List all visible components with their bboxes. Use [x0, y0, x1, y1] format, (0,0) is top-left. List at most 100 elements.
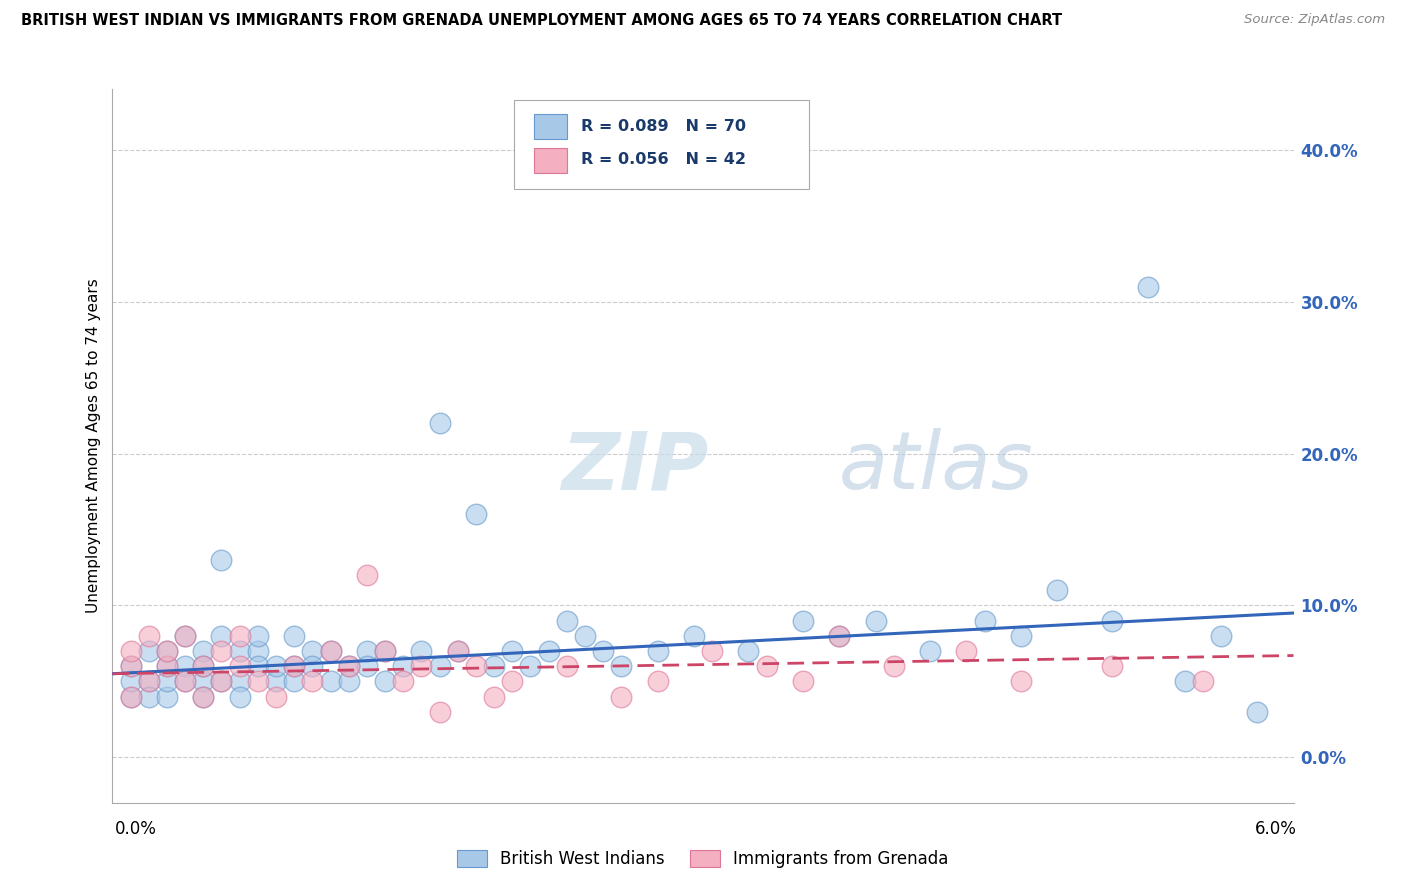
- Y-axis label: Unemployment Among Ages 65 to 74 years: Unemployment Among Ages 65 to 74 years: [86, 278, 101, 614]
- Point: [1101, 614, 1123, 628]
- Point: [700, 644, 723, 658]
- Point: [501, 674, 523, 689]
- Point: [138, 690, 160, 704]
- Legend: British West Indians, Immigrants from Grenada: British West Indians, Immigrants from Gr…: [450, 843, 956, 875]
- Point: [356, 659, 378, 673]
- Point: [1191, 674, 1213, 689]
- Point: [828, 629, 851, 643]
- Point: [356, 644, 378, 658]
- Point: [120, 659, 142, 673]
- Point: [374, 674, 396, 689]
- Point: [120, 690, 142, 704]
- Point: [283, 674, 305, 689]
- Point: [193, 690, 215, 704]
- Point: [193, 659, 215, 673]
- Text: R = 0.089   N = 70: R = 0.089 N = 70: [581, 119, 747, 134]
- Point: [246, 659, 269, 673]
- Point: [1173, 674, 1195, 689]
- Point: [574, 629, 596, 643]
- Point: [737, 644, 759, 658]
- Point: [156, 674, 179, 689]
- Point: [174, 674, 197, 689]
- Point: [1209, 629, 1232, 643]
- Text: BRITISH WEST INDIAN VS IMMIGRANTS FROM GRENADA UNEMPLOYMENT AMONG AGES 65 TO 74 : BRITISH WEST INDIAN VS IMMIGRANTS FROM G…: [21, 13, 1062, 29]
- Point: [283, 659, 305, 673]
- Point: [120, 674, 142, 689]
- Point: [174, 659, 197, 673]
- Point: [246, 674, 269, 689]
- FancyBboxPatch shape: [534, 148, 567, 173]
- Point: [537, 644, 560, 658]
- Point: [374, 644, 396, 658]
- Point: [337, 659, 360, 673]
- Point: [174, 674, 197, 689]
- Point: [647, 674, 669, 689]
- FancyBboxPatch shape: [515, 100, 810, 189]
- Point: [301, 659, 323, 673]
- Point: [482, 659, 505, 673]
- Point: [865, 614, 887, 628]
- Point: [337, 674, 360, 689]
- Point: [392, 659, 415, 673]
- Point: [228, 674, 250, 689]
- FancyBboxPatch shape: [534, 114, 567, 139]
- Point: [193, 644, 215, 658]
- Point: [319, 644, 342, 658]
- Point: [610, 690, 633, 704]
- Point: [955, 644, 977, 658]
- Point: [519, 659, 541, 673]
- Point: [592, 644, 614, 658]
- Point: [755, 659, 778, 673]
- Point: [1137, 279, 1160, 293]
- Point: [647, 644, 669, 658]
- Text: R = 0.056   N = 42: R = 0.056 N = 42: [581, 153, 747, 168]
- Point: [138, 674, 160, 689]
- Point: [211, 553, 233, 567]
- Point: [1010, 674, 1032, 689]
- Point: [447, 644, 470, 658]
- Text: Source: ZipAtlas.com: Source: ZipAtlas.com: [1244, 13, 1385, 27]
- Point: [301, 644, 323, 658]
- Point: [883, 659, 905, 673]
- Point: [193, 690, 215, 704]
- Point: [429, 659, 451, 673]
- Point: [174, 629, 197, 643]
- Point: [319, 674, 342, 689]
- Point: [792, 674, 814, 689]
- Point: [374, 644, 396, 658]
- Point: [120, 690, 142, 704]
- Point: [683, 629, 706, 643]
- Point: [120, 644, 142, 658]
- Point: [211, 644, 233, 658]
- Point: [264, 690, 287, 704]
- Point: [337, 659, 360, 673]
- Text: ZIP: ZIP: [561, 428, 709, 507]
- Point: [228, 659, 250, 673]
- Text: 0.0%: 0.0%: [115, 820, 157, 838]
- Point: [1046, 583, 1069, 598]
- Point: [156, 690, 179, 704]
- Point: [828, 629, 851, 643]
- Point: [156, 644, 179, 658]
- Point: [228, 644, 250, 658]
- Point: [1246, 705, 1268, 719]
- Point: [1010, 629, 1032, 643]
- Point: [264, 659, 287, 673]
- Text: 6.0%: 6.0%: [1254, 820, 1296, 838]
- Point: [356, 568, 378, 582]
- Point: [464, 659, 486, 673]
- Point: [301, 674, 323, 689]
- Point: [264, 674, 287, 689]
- Point: [319, 644, 342, 658]
- Point: [392, 674, 415, 689]
- Point: [429, 705, 451, 719]
- Point: [283, 629, 305, 643]
- Point: [246, 629, 269, 643]
- Point: [501, 644, 523, 658]
- Point: [138, 629, 160, 643]
- Point: [174, 629, 197, 643]
- Point: [211, 674, 233, 689]
- Text: atlas: atlas: [839, 428, 1033, 507]
- Point: [411, 659, 433, 673]
- Point: [447, 644, 470, 658]
